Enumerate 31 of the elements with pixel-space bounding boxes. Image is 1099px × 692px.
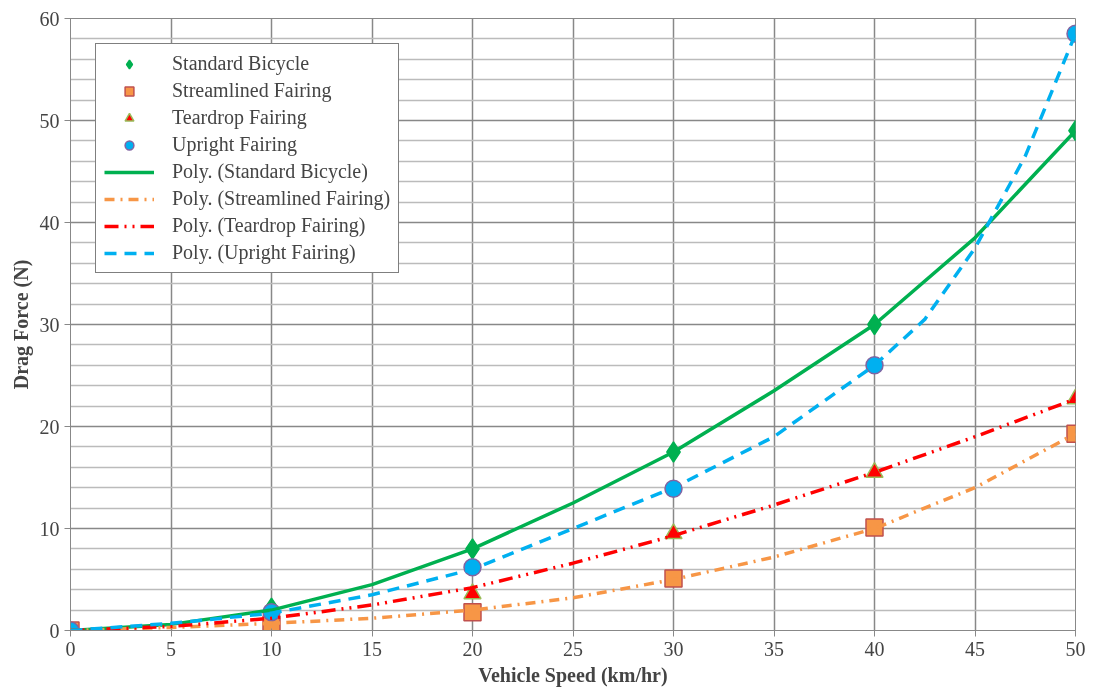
point [865,518,884,537]
legend-label: Poly. (Upright Fairing) [172,241,356,264]
x-tick-label: 45 [965,637,985,660]
x-tick-label: 5 [166,637,176,660]
x-tick-label: 10 [261,637,282,660]
legend-label: Poly. (Teardrop Fairing) [172,214,366,237]
y-tick-label: 20 [39,415,60,438]
x-tick-label: 50 [1065,637,1086,660]
legend-label: Upright Fairing [172,133,297,156]
point [664,569,683,588]
x-tick-label: 25 [563,637,583,660]
legend-label: Streamlined Fairing [172,79,332,102]
x-tick-label: 15 [362,637,382,660]
y-tick-label: 30 [39,313,60,336]
x-tick-label: 20 [462,637,483,660]
x-tick-label: 30 [663,637,684,660]
y-tick-label: 40 [39,211,60,234]
x-axis-title: Vehicle Speed (km/hr) [478,663,668,687]
y-tick-label: 10 [39,517,60,540]
legend-label: Poly. (Streamlined Fairing) [172,187,391,210]
y-tick-label: 0 [49,619,60,642]
y-tick-label: 50 [39,109,60,132]
x-tick-label: 0 [65,637,76,660]
x-tick-label: 35 [764,637,784,660]
legend-label: Poly. (Standard Bicycle) [172,160,368,183]
x-tick-label: 40 [864,637,885,660]
y-axis-title: Drag Force (N) [9,259,33,390]
point [463,602,482,622]
legend-label: Standard Bicycle [172,52,310,75]
legend-label: Teardrop Fairing [172,106,307,129]
y-tick-label: 60 [39,7,60,30]
